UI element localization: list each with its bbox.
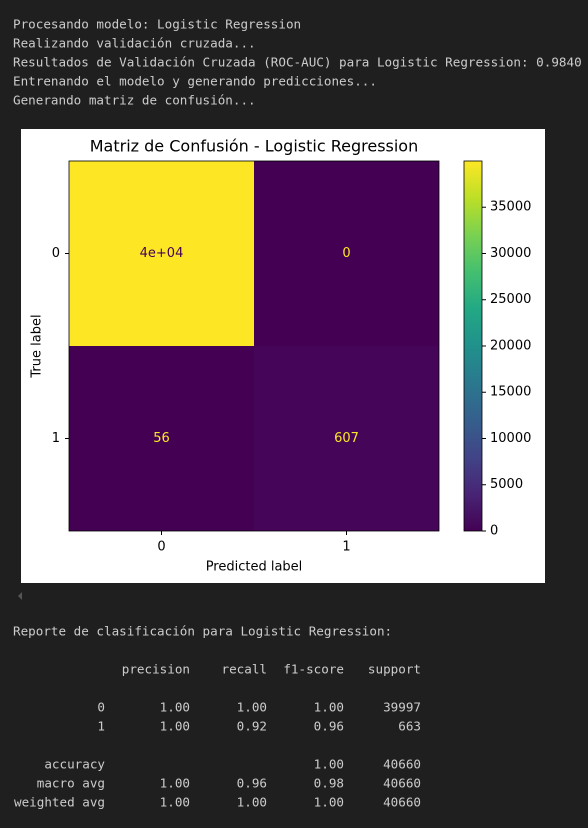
- report-cell: 0.96: [314, 719, 344, 734]
- report-cell: 0.92: [237, 719, 267, 734]
- report-cell: 40660: [383, 776, 421, 791]
- colorbar-tick-label: 5000: [490, 477, 523, 492]
- y-tick-label: 0: [52, 246, 60, 261]
- log-line: Realizando validación cruzada...: [13, 36, 256, 51]
- scroll-arrow[interactable]: [18, 592, 22, 600]
- report-cell: 663: [398, 719, 421, 734]
- colorbar-tick-label: 10000: [490, 431, 531, 446]
- colorbar-tick-label: 30000: [490, 246, 531, 261]
- heatmap-cell: [254, 161, 439, 346]
- report-cell: 1.00: [314, 795, 344, 810]
- report-title: Reporte de clasificación para Logistic R…: [13, 624, 392, 639]
- report-cell: 1.00: [237, 795, 267, 810]
- x-tick-label: 1: [342, 540, 350, 555]
- report-header: recall: [222, 662, 268, 677]
- x-axis-label: Predicted label: [206, 560, 303, 575]
- colorbar-tick-label: 0: [490, 524, 498, 539]
- report-cell: 1.00: [314, 757, 344, 772]
- colorbar-tick-label: 15000: [490, 385, 531, 400]
- colorbar: [463, 160, 483, 532]
- report-cell: 0.96: [237, 776, 267, 791]
- cell-label: 0: [342, 246, 350, 261]
- log-line: Resultados de Validación Cruzada (ROC-AU…: [13, 55, 582, 70]
- report-cell: 1.00: [160, 719, 190, 734]
- log-line: Entrenando el modelo y generando predicc…: [13, 74, 377, 89]
- report-header: precision: [122, 662, 190, 677]
- plot-frame: [68, 160, 440, 532]
- colorbar-tick-label: 25000: [490, 292, 531, 307]
- report-cell: 1.00: [160, 776, 190, 791]
- report-cell: 0.98: [314, 776, 344, 791]
- report-row-label: weighted avg: [14, 795, 105, 810]
- colorbar-tick-label: 35000: [490, 200, 531, 215]
- heatmap-cell: [254, 346, 439, 531]
- x-tick-label: 0: [157, 540, 165, 555]
- y-tick-label: 1: [52, 431, 60, 446]
- report-row-label: accuracy: [44, 757, 105, 772]
- report-header: f1-score: [283, 662, 344, 677]
- colorbar-tick-label: 20000: [490, 338, 531, 353]
- cell-label: 56: [153, 431, 170, 446]
- log-line: Generando matriz de confusión...: [13, 93, 256, 108]
- report-cell: 39997: [383, 700, 421, 715]
- report-cell: 1.00: [160, 795, 190, 810]
- log-line: Procesando modelo: Logistic Regression: [13, 17, 301, 32]
- report-cell: 40660: [383, 757, 421, 772]
- heatmap-cell: [69, 346, 254, 531]
- y-axis-label: True label: [30, 314, 45, 378]
- chart-title: Matriz de Confusión - Logistic Regressio…: [90, 137, 418, 156]
- report-row-label: macro avg: [37, 776, 105, 791]
- report-cell: 1.00: [314, 700, 344, 715]
- report-cell: 1.00: [160, 700, 190, 715]
- report-row-label: 1: [97, 719, 105, 734]
- report-header: support: [368, 662, 421, 677]
- report-cell: 1.00: [237, 700, 267, 715]
- cell-label: 607: [334, 431, 359, 446]
- heatmap-cell: [69, 161, 254, 346]
- cell-label: 4e+04: [140, 246, 184, 261]
- report-cell: 40660: [383, 795, 421, 810]
- report-row-label: 0: [97, 700, 105, 715]
